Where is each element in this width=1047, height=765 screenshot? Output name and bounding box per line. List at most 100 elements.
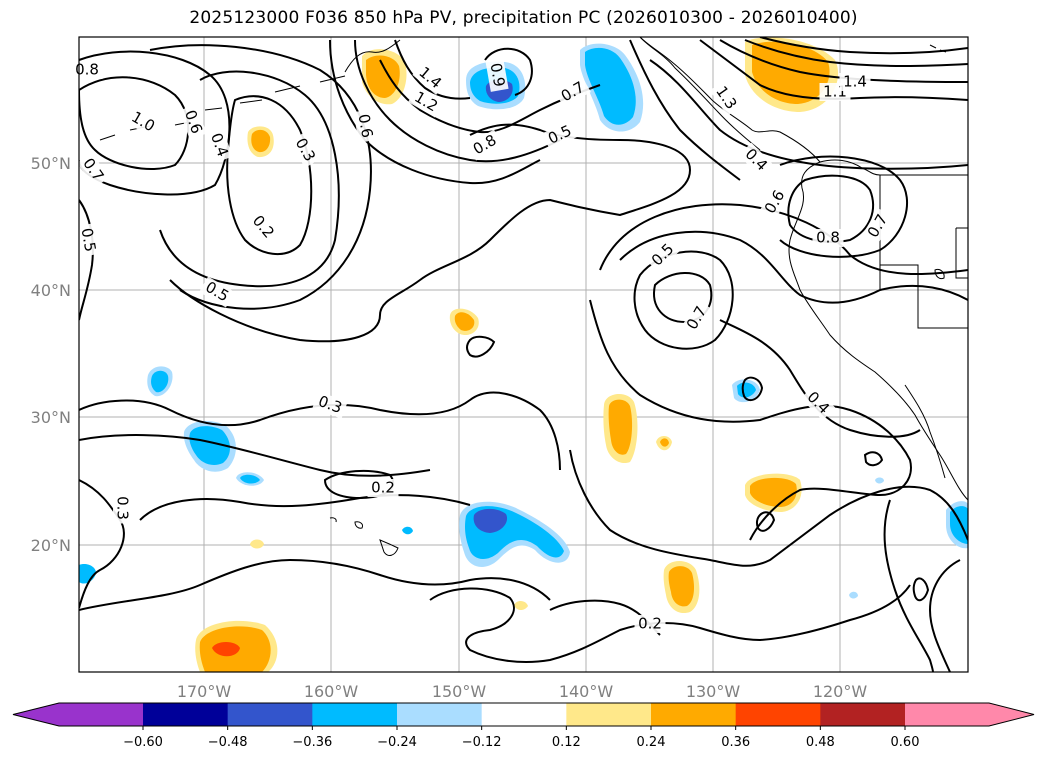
colorbar-outline xyxy=(12,702,1035,727)
precip-negative-area xyxy=(737,382,756,398)
colorbar-segment xyxy=(735,703,821,726)
contour-label-background xyxy=(485,58,509,92)
contour-label-background xyxy=(412,61,448,95)
lon-label: 170°W xyxy=(177,682,232,701)
contour-label-background xyxy=(634,615,666,633)
colorbar-segment xyxy=(481,703,567,726)
precip-positive-area xyxy=(752,41,830,104)
colorbar-under-segment xyxy=(13,703,143,726)
precip-positive-area xyxy=(251,129,271,153)
contour-label-background xyxy=(467,129,503,161)
colorbar-tick-label: −0.60 xyxy=(123,735,163,750)
colorbar-segment xyxy=(227,703,313,726)
contour-label-background xyxy=(246,209,280,245)
precip-positive-area xyxy=(668,566,695,607)
precip-positive-area xyxy=(366,55,400,98)
colorbar-tick-label: 0.60 xyxy=(891,735,920,750)
lat-label: 20°N xyxy=(31,536,71,555)
contour-label-background xyxy=(839,73,871,91)
precip-negative-area xyxy=(950,506,968,544)
colorbar-tick-label: −0.48 xyxy=(208,735,248,750)
contour-label-background xyxy=(199,276,235,308)
lat-label: 30°N xyxy=(31,408,71,427)
contour-label: 0.6 xyxy=(355,113,377,140)
contour-label-background xyxy=(738,142,774,178)
colorbar-tick-label: 0.24 xyxy=(637,735,666,750)
precip-negative-area xyxy=(473,508,508,533)
colorbar-segment xyxy=(312,703,398,726)
contour-label: 0.9 xyxy=(487,62,509,89)
contour-label-background xyxy=(681,300,713,336)
colorbar-tick-label: −0.12 xyxy=(462,735,502,750)
lon-label: 150°W xyxy=(432,682,487,701)
pv-contours xyxy=(79,37,968,672)
contour-label-background xyxy=(205,127,233,163)
precip-positive-area xyxy=(660,438,669,447)
gridlines xyxy=(79,37,968,672)
contour-labels: 0.81.00.70.60.4 0.30.20.50.51.21.40.60.80… xyxy=(71,58,894,633)
colorbar-segment xyxy=(397,703,483,726)
precip-negative-area xyxy=(189,426,231,466)
contour-label: 0.3 xyxy=(114,496,132,520)
precip-positive-area xyxy=(212,642,240,657)
lon-label: 140°W xyxy=(559,682,614,701)
contour-label-background xyxy=(289,132,321,168)
precip-negative-area xyxy=(402,526,413,535)
contour-label-background xyxy=(353,109,377,143)
precip-positive-area xyxy=(608,399,633,455)
contour-label: 0.2 xyxy=(638,615,662,633)
colorbar-segment xyxy=(651,703,737,726)
precip-negative-area xyxy=(585,47,636,125)
precip-negative-area xyxy=(151,370,169,393)
precip-positive-area xyxy=(250,539,264,549)
lon-label: 160°W xyxy=(304,682,359,701)
contour-label: 1.4 xyxy=(843,73,867,91)
colorbar-segment xyxy=(143,703,229,726)
contour-label-background xyxy=(76,152,110,188)
latitude-axis: 50°N 40°N 30°N 20°N xyxy=(31,154,71,555)
contour-label-background xyxy=(408,86,444,118)
lat-label: 40°N xyxy=(31,281,71,300)
contour-label-background xyxy=(367,479,399,497)
contour-label-background xyxy=(800,385,836,421)
colorbar-segment xyxy=(820,703,906,726)
plot-frame xyxy=(78,36,969,673)
contour-label: 0.2 xyxy=(371,479,395,497)
precip-negative-area xyxy=(240,474,260,484)
contour-label: 0.5 xyxy=(78,227,100,254)
colorbar-segment xyxy=(566,703,652,726)
map-title: 2025123000 F036 850 hPa PV, precipitatio… xyxy=(189,8,858,28)
precip-positive-area xyxy=(514,600,528,611)
lon-label: 130°W xyxy=(686,682,741,701)
colorbar-tick-label: 0.48 xyxy=(806,735,835,750)
contour-label-background xyxy=(542,120,578,150)
colorbar-tick-label: 0.36 xyxy=(721,735,750,750)
contour-label-background xyxy=(312,391,348,419)
contour-label-background xyxy=(862,208,894,244)
precipitation-shading xyxy=(79,37,968,672)
lat-label: 50°N xyxy=(31,154,71,173)
contour-label: 0.8 xyxy=(816,229,840,247)
colorbar-tick-label: −0.36 xyxy=(292,735,332,750)
precip-positive-area xyxy=(454,312,475,331)
lon-label: 120°W xyxy=(813,682,868,701)
longitude-axis: 170°W 160°W 150°W 140°W 130°W 120°W xyxy=(177,682,868,701)
contour-label-background xyxy=(76,223,100,257)
precip-negative-area xyxy=(849,591,858,599)
contour-label-background xyxy=(555,76,591,108)
contour-label-background xyxy=(179,104,207,140)
contour-label-background xyxy=(709,80,743,116)
contour-label-background xyxy=(812,229,844,247)
contour-label-background xyxy=(113,492,131,524)
colorbar-over-segment xyxy=(905,703,1034,726)
contour-label-background xyxy=(645,237,681,273)
contour-label: 0.8 xyxy=(75,61,99,79)
precip-negative-area xyxy=(875,477,884,484)
colorbar-tick-label: 0.12 xyxy=(552,735,581,750)
contour-label-background xyxy=(125,106,161,138)
colorbar: −0.60 −0.48 −0.36 −0.24 −0.12 0.12 0.24 0.36 0.4… xyxy=(12,702,1035,750)
coastlines xyxy=(99,37,968,556)
contour-label-background xyxy=(759,184,791,220)
colorbar-tick-label: −0.24 xyxy=(377,735,417,750)
